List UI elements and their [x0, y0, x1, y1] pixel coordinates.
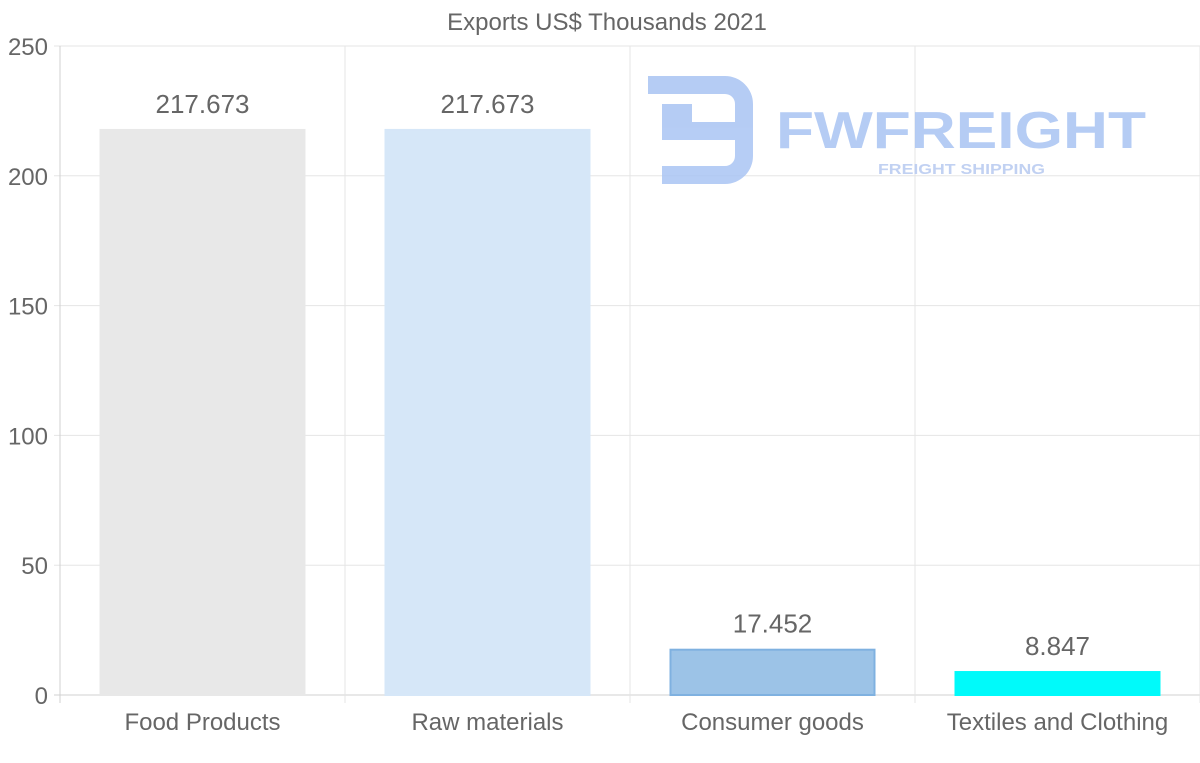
y-tick-label: 0	[35, 683, 48, 710]
bar[interactable]	[954, 671, 1161, 697]
bar-value-label: 217.673	[156, 89, 250, 119]
y-tick-label: 100	[8, 423, 48, 450]
watermark-tagline: FREIGHT SHIPPING	[878, 161, 1045, 178]
x-tick-label: Textiles and Clothing	[947, 709, 1168, 736]
y-axis-ticks: 0 50 100 150 200 250	[8, 34, 48, 710]
x-tick-label: Food Products	[124, 709, 280, 736]
y-tick-label: 250	[8, 34, 48, 61]
watermark-logo: FWFREIGHT FREIGHT SHIPPING	[648, 76, 1146, 184]
data-labels: 217.673 217.673 17.452 8.847	[156, 89, 1091, 661]
bar-value-label: 217.673	[441, 89, 535, 119]
x-tick-label: Consumer goods	[681, 709, 864, 736]
bar[interactable]	[99, 128, 306, 696]
y-tick-label: 150	[8, 294, 48, 321]
bar-value-label: 17.452	[733, 609, 813, 639]
fw-logo-icon	[648, 76, 753, 184]
x-axis-ticks: Food Products Raw materials Consumer goods…	[124, 709, 1168, 736]
bars	[99, 128, 1161, 697]
y-tick-label: 50	[21, 553, 48, 580]
y-tick-label: 200	[8, 164, 48, 191]
watermark-brand: FWFREIGHT	[776, 102, 1146, 160]
chart-title: Exports US$ Thousands 2021	[447, 9, 767, 36]
x-tick-label: Raw materials	[411, 709, 563, 736]
bar-value-label: 8.847	[1025, 631, 1090, 661]
bar[interactable]	[384, 128, 591, 696]
bar[interactable]	[669, 648, 876, 696]
